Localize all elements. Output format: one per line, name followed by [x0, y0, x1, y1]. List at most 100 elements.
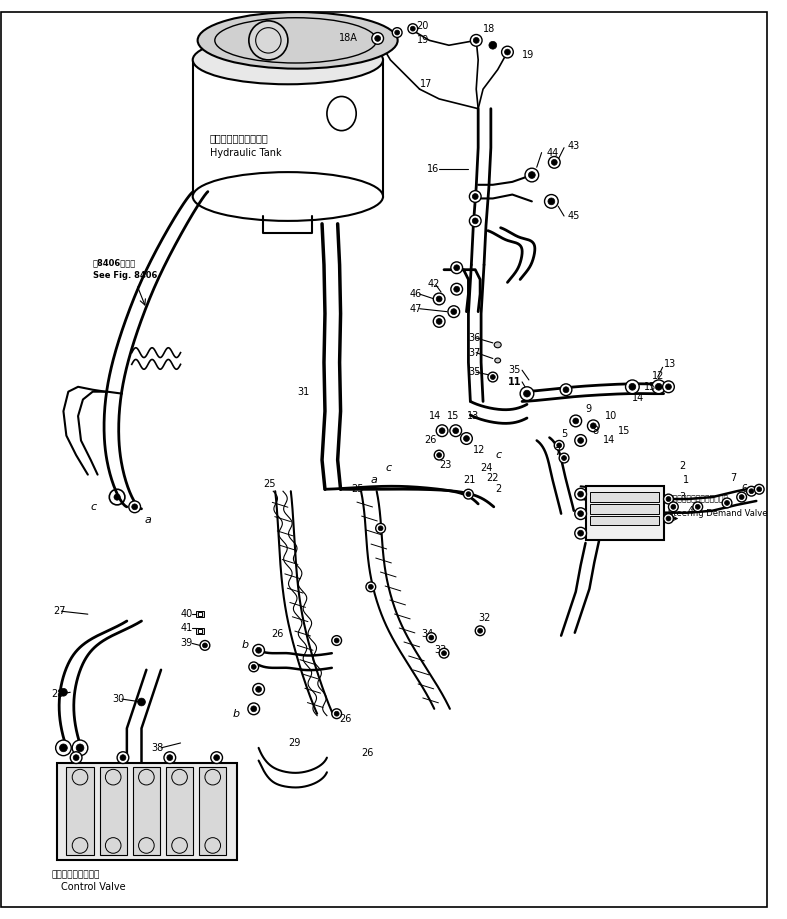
Text: c: c	[91, 502, 97, 512]
Circle shape	[368, 584, 373, 589]
Circle shape	[666, 516, 671, 521]
Circle shape	[663, 494, 674, 504]
Circle shape	[573, 418, 578, 424]
Circle shape	[663, 514, 674, 524]
Circle shape	[749, 489, 754, 494]
Text: 33: 33	[434, 645, 446, 655]
Circle shape	[436, 425, 448, 437]
Circle shape	[167, 754, 172, 761]
Text: 16: 16	[427, 165, 438, 175]
Circle shape	[392, 28, 402, 38]
Circle shape	[73, 754, 79, 761]
Text: 24: 24	[480, 463, 493, 472]
Circle shape	[334, 711, 339, 716]
Circle shape	[556, 443, 562, 448]
Text: 2: 2	[496, 484, 502, 494]
Circle shape	[525, 168, 538, 182]
Circle shape	[747, 486, 756, 496]
Circle shape	[453, 427, 459, 434]
Circle shape	[72, 740, 88, 755]
Text: 35: 35	[468, 368, 481, 377]
Circle shape	[490, 375, 495, 380]
Text: 41: 41	[180, 623, 193, 633]
Circle shape	[464, 489, 473, 499]
Circle shape	[668, 502, 678, 512]
Text: 22: 22	[486, 472, 498, 482]
Text: ハイドロリックタンク: ハイドロリックタンク	[210, 133, 268, 143]
Text: 26: 26	[424, 436, 437, 446]
Circle shape	[469, 190, 481, 202]
Circle shape	[590, 423, 597, 429]
Text: 10: 10	[605, 411, 617, 421]
Circle shape	[563, 387, 569, 392]
Circle shape	[472, 218, 478, 224]
Text: 38: 38	[151, 743, 164, 753]
Circle shape	[501, 46, 513, 58]
Text: Control Valve: Control Valve	[61, 882, 126, 892]
Text: 34: 34	[422, 629, 434, 639]
Circle shape	[451, 309, 456, 314]
Circle shape	[464, 436, 469, 441]
Text: 13: 13	[467, 411, 478, 421]
Text: 26: 26	[340, 713, 352, 723]
Text: 15: 15	[618, 425, 630, 436]
Text: 37: 37	[468, 347, 481, 357]
Text: a: a	[371, 474, 378, 484]
Circle shape	[114, 494, 120, 500]
Circle shape	[737, 493, 747, 502]
Text: 26: 26	[272, 629, 283, 639]
Circle shape	[575, 435, 586, 447]
Circle shape	[578, 492, 584, 497]
Bar	[590, 516, 659, 526]
Circle shape	[739, 494, 744, 500]
Circle shape	[560, 453, 569, 463]
Circle shape	[504, 49, 511, 55]
Circle shape	[587, 420, 599, 432]
Text: b: b	[242, 641, 249, 651]
Text: b: b	[232, 709, 239, 719]
Circle shape	[757, 487, 762, 492]
Circle shape	[256, 686, 261, 692]
Bar	[198, 629, 202, 632]
Circle shape	[334, 638, 339, 643]
Text: 39: 39	[180, 639, 193, 649]
Circle shape	[395, 30, 400, 35]
Circle shape	[671, 505, 676, 509]
Circle shape	[436, 319, 442, 324]
Circle shape	[442, 651, 446, 655]
Circle shape	[131, 504, 138, 510]
Text: 26: 26	[361, 748, 374, 758]
Text: 42: 42	[427, 279, 440, 289]
Circle shape	[454, 265, 460, 271]
Circle shape	[427, 632, 436, 642]
Text: 43: 43	[568, 141, 580, 151]
Text: c: c	[386, 463, 392, 472]
Circle shape	[117, 752, 129, 764]
Text: 3: 3	[679, 492, 685, 502]
Bar	[199, 767, 227, 856]
Circle shape	[478, 629, 482, 633]
Circle shape	[570, 415, 582, 426]
Text: 7: 7	[554, 448, 560, 457]
Circle shape	[549, 156, 560, 168]
Text: 18A: 18A	[339, 33, 358, 43]
Bar	[586, 486, 663, 540]
Circle shape	[248, 703, 260, 715]
Circle shape	[663, 381, 674, 392]
Text: 28: 28	[52, 689, 64, 699]
Circle shape	[371, 32, 383, 44]
Text: 4: 4	[688, 505, 694, 516]
Circle shape	[545, 195, 558, 209]
Circle shape	[471, 35, 482, 46]
Circle shape	[434, 293, 445, 305]
Circle shape	[466, 492, 471, 496]
Circle shape	[554, 440, 564, 450]
Text: 13: 13	[663, 359, 676, 369]
Text: 40: 40	[180, 609, 193, 619]
Text: 25: 25	[264, 480, 276, 490]
Circle shape	[378, 526, 383, 531]
Text: 35: 35	[508, 365, 521, 375]
Text: 25: 25	[351, 484, 364, 494]
Circle shape	[200, 641, 210, 651]
Circle shape	[249, 662, 259, 672]
